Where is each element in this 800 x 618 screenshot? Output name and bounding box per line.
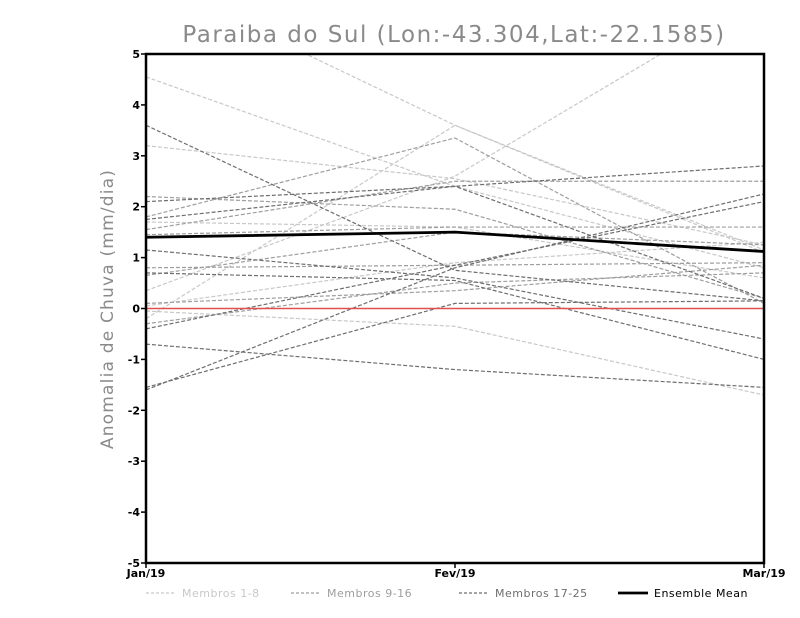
member-series-line-6 xyxy=(146,241,764,307)
y-ticks: -5 -4 -3 -2 -1 0 1 2 3 4 5 xyxy=(128,48,146,570)
member-series-line-16 xyxy=(146,137,764,304)
y-tick-label: 2 xyxy=(132,201,140,214)
member-series-line-15 xyxy=(146,264,764,305)
member-series-line-10 xyxy=(146,180,764,231)
y-tick-label: -1 xyxy=(128,353,140,366)
x-tick-label: Mar/19 xyxy=(742,567,785,580)
member-series-line-5 xyxy=(146,310,764,396)
legend-label: Membros 17-25 xyxy=(495,587,588,600)
ensemble-mean-layer xyxy=(146,230,764,253)
member-series-line-7 xyxy=(146,124,764,320)
legend-label: Membros 1-8 xyxy=(182,587,260,600)
y-tick-label: 1 xyxy=(132,252,140,265)
legend-label: Ensemble Mean xyxy=(654,587,748,600)
y-tick-label: 5 xyxy=(132,48,140,61)
y-tick-label: -4 xyxy=(128,506,141,519)
y-tick-label: -3 xyxy=(128,455,140,468)
member-series-line-25 xyxy=(146,193,764,391)
x-tick-label: Fev/19 xyxy=(434,567,475,580)
member-series-line-20 xyxy=(146,249,764,340)
x-ticks: Jan/19 Fev/19 Mar/19 xyxy=(126,563,786,580)
x-tick-label: Jan/19 xyxy=(126,567,166,580)
member-series-line-3 xyxy=(146,221,764,279)
y-tick-label: 3 xyxy=(132,150,140,163)
member-series-line-21 xyxy=(146,272,764,360)
y-axis-label: Anomalia de Chuva (mm/dia) xyxy=(98,169,118,449)
member-series-line-11 xyxy=(146,226,764,236)
y-tick-label: -5 xyxy=(128,557,140,570)
member-series-line-8 xyxy=(304,54,764,254)
chart-title: Paraiba do Sul (Lon:-43.304,Lat:-22.1585… xyxy=(182,22,725,48)
member-series-line-19 xyxy=(146,165,764,221)
member-series-line-1 xyxy=(146,76,764,269)
y-tick-label: -2 xyxy=(128,404,140,417)
legend-label: Membros 9-16 xyxy=(327,587,412,600)
ensemble-mean-line xyxy=(146,230,764,253)
member-series-line-23 xyxy=(146,343,764,388)
member-series-line-18 xyxy=(146,185,764,299)
member-series-line-4 xyxy=(146,54,663,292)
member-series-line-22 xyxy=(146,201,764,330)
member-series-line-9 xyxy=(146,195,764,299)
member-series-line-14 xyxy=(146,272,764,325)
legend: Membros 1-8 Membros 9-16 Membros 17-25 Ense… xyxy=(146,587,748,600)
y-tick-label: 0 xyxy=(132,303,140,316)
member-series-line-2 xyxy=(146,145,764,246)
series-layer xyxy=(146,54,764,396)
member-series-line-24 xyxy=(146,300,764,388)
member-series-line-17 xyxy=(146,124,764,302)
y-tick-label: 4 xyxy=(132,99,140,112)
